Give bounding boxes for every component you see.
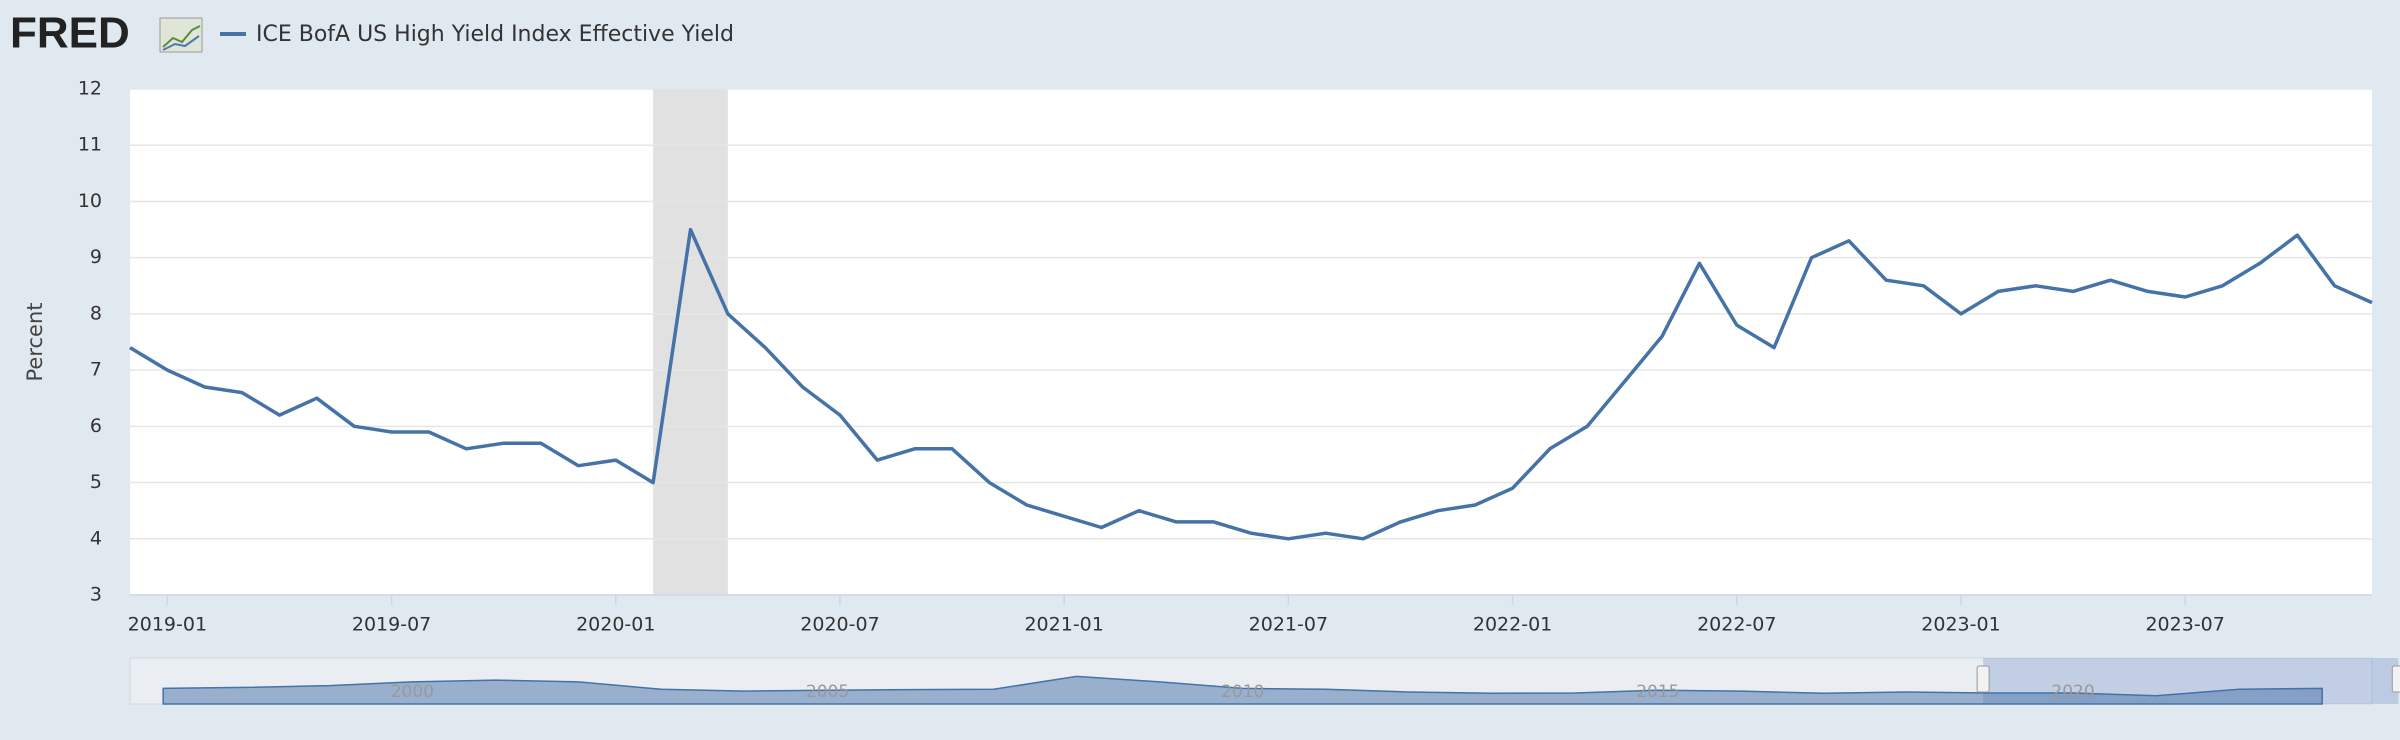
y-axis-label: Percent bbox=[23, 302, 47, 381]
navigator-handle[interactable] bbox=[2391, 665, 2400, 693]
series-line bbox=[129, 227, 2373, 541]
navigator-handle[interactable] bbox=[1976, 665, 1990, 693]
navigator-tick-label: 2015 bbox=[1636, 682, 1679, 702]
x-tick-label: 2023-01 bbox=[1921, 614, 2000, 636]
y-tick-label: 8 bbox=[90, 302, 102, 324]
navigator-tick-label: 2005 bbox=[806, 682, 849, 702]
y-tick-label: 4 bbox=[90, 527, 102, 549]
y-tick-label: 7 bbox=[90, 359, 102, 381]
x-tick-label: 2021-01 bbox=[1024, 614, 1103, 636]
navigator-tick-label: 2000 bbox=[391, 682, 434, 702]
x-tick-label: 2022-01 bbox=[1473, 614, 1552, 636]
x-tick-label: 2021-07 bbox=[1249, 614, 1328, 636]
y-tick-label: 6 bbox=[90, 415, 102, 437]
legend-label: ICE BofA US High Yield Index Effective Y… bbox=[256, 22, 734, 47]
x-tick-label: 2023-07 bbox=[2145, 614, 2224, 636]
navigator-tick-label: 2010 bbox=[1221, 682, 1264, 702]
y-tick-label: 9 bbox=[90, 246, 102, 268]
plot-area bbox=[130, 89, 2372, 595]
y-tick-label: 5 bbox=[90, 471, 102, 493]
x-tick-label: 2022-07 bbox=[1697, 614, 1776, 636]
x-tick-label: 2019-01 bbox=[128, 614, 207, 636]
y-tick-label: 11 bbox=[78, 134, 102, 156]
logo: FRED bbox=[10, 9, 130, 58]
x-tick-label: 2019-07 bbox=[352, 614, 431, 636]
navigator-tick-label: 2020 bbox=[2051, 682, 2094, 702]
x-tick-label: 2020-07 bbox=[800, 614, 879, 636]
logo-icon bbox=[159, 17, 203, 53]
y-tick-label: 12 bbox=[78, 78, 102, 100]
x-tick-label: 2020-01 bbox=[576, 614, 655, 636]
recession-band bbox=[653, 89, 728, 595]
y-tick-label: 3 bbox=[90, 584, 102, 606]
y-tick-label: 10 bbox=[78, 190, 102, 212]
navigator-area bbox=[162, 675, 2323, 705]
